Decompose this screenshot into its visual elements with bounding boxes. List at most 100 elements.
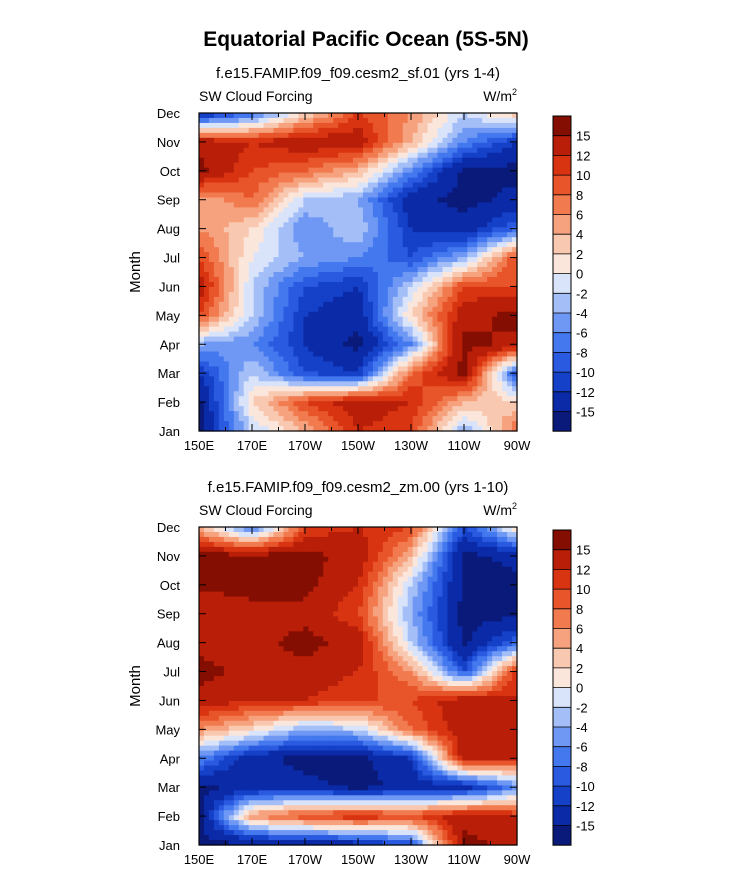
- contour-cell: [392, 162, 399, 169]
- contour-cell: [343, 386, 349, 392]
- contour-cell: [482, 247, 488, 253]
- contour-cell: [457, 142, 463, 149]
- contour-cell: [452, 291, 458, 298]
- contour-cell: [288, 571, 295, 578]
- contour-cell: [442, 411, 449, 417]
- contour-cell: [333, 247, 339, 253]
- contour-cell: [362, 546, 369, 553]
- contour-cell: [472, 252, 478, 258]
- contour-cell: [467, 351, 473, 358]
- contour-cell: [248, 406, 255, 412]
- contour-cell: [492, 257, 498, 263]
- contour-cell: [437, 192, 444, 199]
- contour-cell: [203, 152, 210, 159]
- contour-cell: [358, 182, 364, 189]
- contour-cell: [228, 172, 235, 179]
- contour-cell: [303, 381, 309, 387]
- contour-cell: [313, 361, 319, 368]
- contour-cell: [447, 162, 454, 169]
- contour-cell: [199, 366, 205, 372]
- contour-cell: [218, 336, 225, 343]
- contour-cell: [233, 391, 240, 397]
- colorbar-swatch: [553, 175, 571, 196]
- contour-cell: [442, 291, 449, 298]
- contour-cell: [432, 217, 439, 223]
- contour-cell: [223, 401, 230, 407]
- contour-cell: [427, 531, 434, 538]
- contour-cell: [283, 361, 290, 368]
- contour-cell: [402, 541, 409, 548]
- contour-cell: [208, 113, 215, 119]
- contour-cell: [462, 172, 468, 179]
- contour-cell: [492, 237, 498, 243]
- contour-cell: [472, 197, 478, 204]
- contour-cell: [318, 351, 324, 358]
- contour-cell: [457, 222, 463, 228]
- contour-cell: [313, 396, 319, 402]
- contour-cell: [492, 142, 498, 149]
- contour-cell: [507, 137, 513, 144]
- contour-cell: [213, 252, 220, 258]
- contour-cell: [457, 227, 463, 233]
- contour-cell: [338, 247, 344, 253]
- contour-cell: [358, 202, 364, 209]
- contour-cell: [273, 122, 280, 129]
- contour-cell: [238, 227, 245, 233]
- contour-cell: [412, 222, 419, 228]
- contour-cell: [208, 182, 215, 189]
- contour-cell: [283, 217, 290, 223]
- contour-cell: [402, 242, 409, 248]
- contour-cell: [308, 232, 314, 238]
- contour-cell: [382, 252, 389, 258]
- contour-cell: [462, 566, 468, 573]
- contour-cell: [263, 237, 270, 243]
- contour-cell: [432, 207, 439, 213]
- contour-cell: [353, 227, 359, 233]
- contour-cell: [258, 167, 265, 174]
- contour-cell: [492, 346, 498, 353]
- contour-cell: [427, 242, 434, 248]
- contour-cell: [372, 127, 379, 134]
- contour-cell: [507, 113, 513, 119]
- contour-cell: [243, 237, 250, 243]
- contour-cell: [228, 212, 235, 218]
- contour-cell: [203, 376, 210, 382]
- contour-cell: [397, 132, 404, 139]
- contour-cell: [203, 361, 210, 368]
- contour-cell: [233, 113, 240, 119]
- contour-cell: [482, 242, 488, 248]
- colorbar-swatch: [553, 411, 571, 432]
- contour-cell: [199, 296, 205, 303]
- contour-cell: [333, 527, 339, 533]
- contour-cell: [487, 122, 493, 129]
- contour-cell: [512, 262, 518, 268]
- contour-cell: [362, 551, 369, 558]
- contour-cell: [208, 187, 215, 194]
- contour-cell: [462, 546, 468, 553]
- contour-cell: [492, 376, 498, 382]
- contour-cell: [437, 232, 444, 238]
- contour-cell: [382, 371, 389, 377]
- contour-cell: [362, 207, 369, 213]
- contour-cell: [372, 331, 379, 338]
- contour-cell: [213, 546, 220, 553]
- contour-cell: [487, 291, 493, 298]
- contour-cell: [323, 122, 329, 129]
- contour-cell: [362, 182, 369, 189]
- contour-cell: [462, 361, 468, 368]
- contour-cell: [497, 117, 503, 124]
- contour-cell: [343, 247, 349, 253]
- contour-cell: [457, 167, 463, 174]
- contour-cell: [308, 306, 314, 313]
- contour-cell: [328, 272, 334, 278]
- contour-cell: [387, 376, 394, 382]
- contour-cell: [497, 242, 503, 248]
- contour-cell: [472, 301, 478, 308]
- contour-cell: [407, 286, 414, 293]
- contour-cell: [397, 411, 404, 417]
- contour-cell: [238, 336, 245, 343]
- contour-cell: [333, 117, 339, 124]
- contour-cell: [392, 291, 399, 298]
- contour-cell: [407, 306, 414, 313]
- contour-cell: [328, 546, 334, 553]
